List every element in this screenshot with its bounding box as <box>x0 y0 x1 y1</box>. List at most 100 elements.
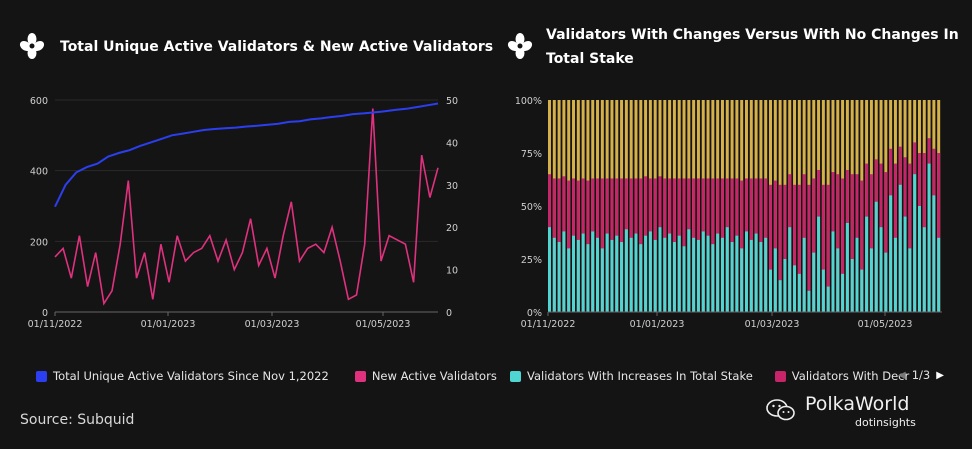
bar-increase <box>725 227 729 312</box>
legend-swatch-new <box>354 370 366 382</box>
right-chart-y-tick-label: 50% <box>521 202 542 213</box>
bar-decrease <box>769 184 773 312</box>
bar-increase <box>807 290 811 312</box>
bar-increase <box>850 259 854 312</box>
legend-label-increase[interactable]: Validators With Increases In Total Stake <box>527 369 753 383</box>
bar-decrease <box>937 153 941 312</box>
bar-increase <box>802 237 806 312</box>
bar-increase <box>548 227 551 312</box>
bar-increase <box>677 235 681 312</box>
bar-increase <box>581 233 585 312</box>
bar-decrease <box>682 178 686 312</box>
watermark-sub: dotinsights <box>855 416 916 429</box>
left-x-tick-label: 01/11/2022 <box>28 319 83 330</box>
bar-increase <box>658 227 662 312</box>
bar-increase <box>552 237 556 312</box>
right-y-tick-label: 30 <box>446 181 458 192</box>
bar-decrease <box>812 178 816 312</box>
bar-increase <box>735 235 739 312</box>
bar-increase <box>893 237 897 312</box>
bar-increase <box>783 259 787 312</box>
bar-increase <box>562 231 566 312</box>
bar-increase <box>845 222 849 312</box>
pager-prev-icon[interactable]: ◀ <box>898 369 906 381</box>
right-chart-title-line2: Total Stake <box>546 51 634 67</box>
bar-increase <box>620 242 624 312</box>
bar-increase <box>913 174 917 312</box>
bar-increase <box>644 235 648 312</box>
bar-increase <box>716 233 720 312</box>
legend-swatch-increase <box>510 370 521 382</box>
right-y-tick-label: 20 <box>446 223 458 234</box>
bar-increase <box>889 195 893 312</box>
bar-increase <box>634 233 638 312</box>
legend-label-total[interactable]: Total Unique Active Validators Since Nov… <box>53 369 329 383</box>
left-y-tick-label: 200 <box>30 237 48 248</box>
bar-increase <box>773 248 777 312</box>
total-unique-validators-line <box>54 102 439 208</box>
legend-swatch-decrease <box>774 370 786 382</box>
watermark-main: PolkaWorld <box>805 393 910 415</box>
right-chart-y-tick-label: 0% <box>527 308 542 319</box>
bar-increase <box>898 184 902 312</box>
bar-increase <box>687 229 691 312</box>
bar-decrease <box>826 184 830 312</box>
bar-decrease <box>841 178 845 312</box>
bar-increase <box>797 273 801 312</box>
bar-increase <box>812 252 816 312</box>
bar-increase <box>648 231 652 312</box>
bar-increase <box>692 237 696 312</box>
left-y-tick-label: 0 <box>42 308 48 319</box>
bar-increase <box>567 248 571 312</box>
bar-increase <box>610 239 614 312</box>
bar-increase <box>903 216 907 312</box>
bar-increase <box>745 231 748 312</box>
left-x-tick-label: 01/05/2023 <box>356 319 411 330</box>
left-y-tick-label: 400 <box>30 167 48 178</box>
right-x-tick-label: 01/05/2023 <box>858 319 913 330</box>
bar-decrease <box>600 178 604 312</box>
bar-decrease <box>740 180 744 312</box>
legend-label-decrease[interactable]: Validators With Decr <box>791 369 910 383</box>
bar-decrease <box>807 184 811 312</box>
pager-next-icon[interactable]: ▶ <box>936 369 944 381</box>
bar-decrease <box>793 184 797 312</box>
bar-decrease <box>821 184 825 312</box>
right-x-tick-label: 01/03/2023 <box>745 319 800 330</box>
bar-increase <box>591 231 595 312</box>
bar-increase <box>730 242 734 312</box>
legend-label-new[interactable]: New Active Validators <box>371 369 497 383</box>
bar-decrease <box>797 184 801 312</box>
bar-increase <box>706 235 710 312</box>
bar-increase <box>778 280 782 312</box>
bar-increase <box>682 246 686 312</box>
bar-increase <box>937 237 941 312</box>
right-x-tick-label: 01/11/2022 <box>521 319 576 330</box>
new-active-validators-line <box>54 108 439 306</box>
source-note: Source: Subquid <box>20 412 135 428</box>
bar-increase <box>884 252 888 312</box>
bar-increase <box>836 248 840 312</box>
bar-increase <box>668 233 672 312</box>
right-y-tick-label: 50 <box>446 96 458 107</box>
legend-pager: ◀ 1/3 ▶ <box>898 368 944 382</box>
right-y-tick-label: 40 <box>446 138 458 149</box>
bar-decrease <box>836 174 840 312</box>
right-y-tick-label: 0 <box>446 308 452 319</box>
right-x-tick-label: 01/01/2023 <box>630 319 685 330</box>
bar-increase <box>879 227 883 312</box>
bar-increase <box>720 237 724 312</box>
bar-increase <box>788 227 792 312</box>
bar-increase <box>927 163 931 312</box>
bar-increase <box>759 242 763 312</box>
left-legend: Total Unique Active Validators Since Nov… <box>36 369 497 383</box>
bar-increase <box>639 244 643 312</box>
bar-increase <box>586 244 590 312</box>
wechat-icon <box>766 399 795 421</box>
left-x-tick-label: 01/03/2023 <box>245 319 300 330</box>
bar-increase <box>793 265 797 312</box>
bar-increase <box>615 235 619 312</box>
bar-increase <box>769 269 773 312</box>
panel-logo-icon <box>19 33 45 59</box>
